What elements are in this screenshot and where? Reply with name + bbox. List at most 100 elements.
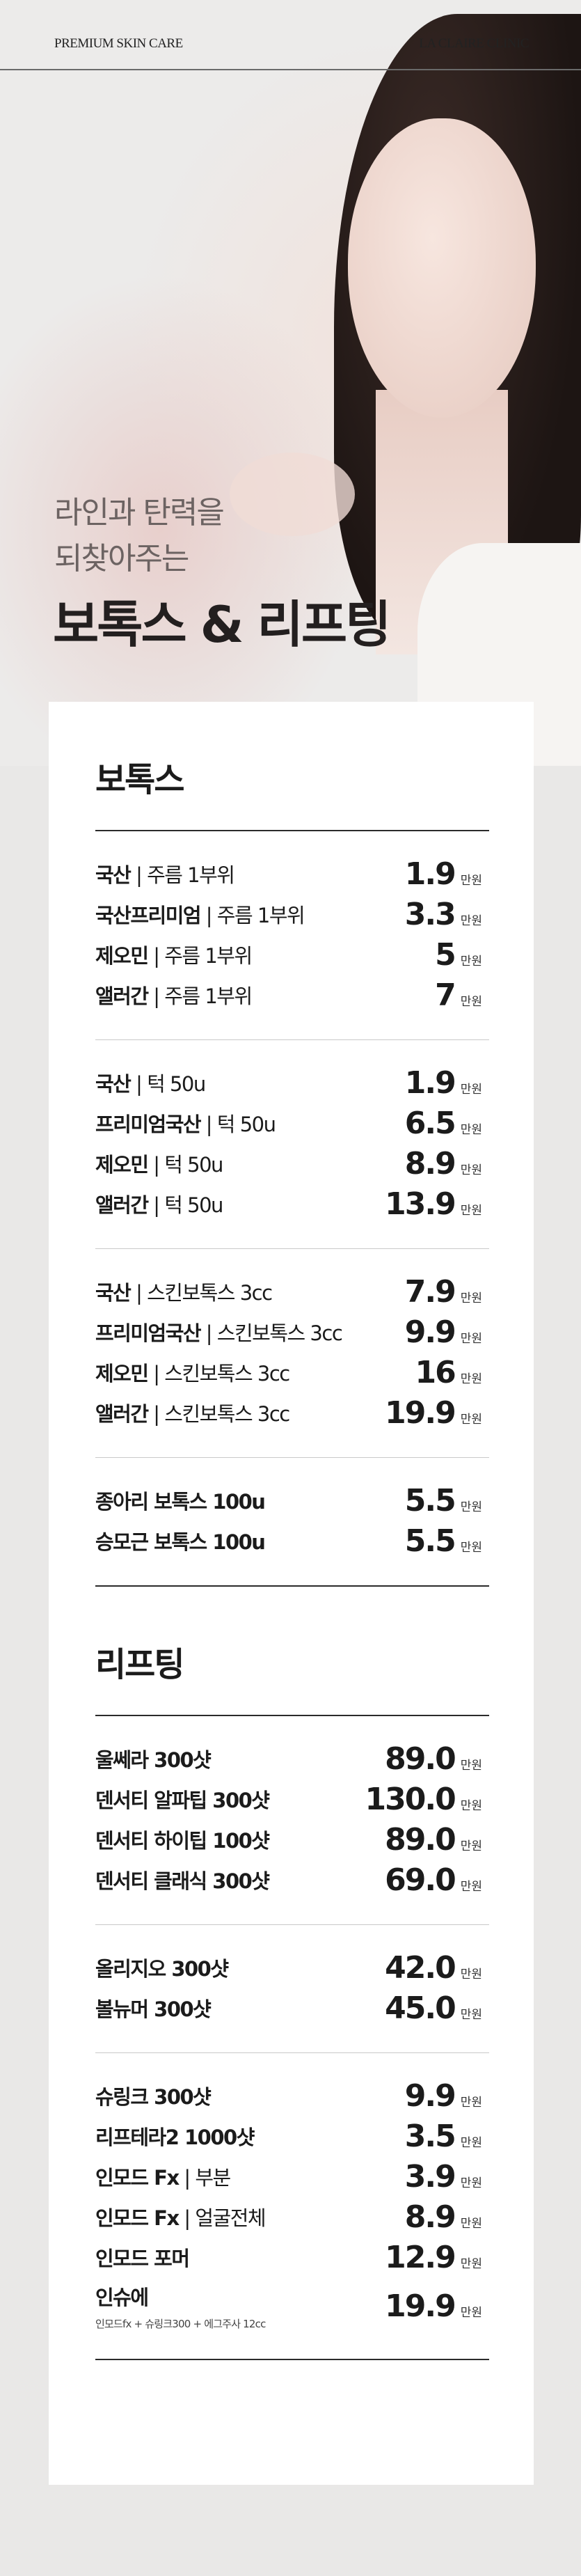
price-value: 19.9 bbox=[385, 2288, 456, 2324]
treatment-name: 국산 | 주름 1부위 bbox=[95, 859, 235, 888]
treatment-name: 승모근 보톡스 100u bbox=[95, 1526, 266, 1555]
price: 13.9 만원 bbox=[385, 1186, 482, 1222]
price-row: 제오민 | 턱 50u 8.9 만원 bbox=[95, 1143, 489, 1184]
price: 16 만원 bbox=[415, 1355, 482, 1390]
price: 89.0 만원 bbox=[385, 1741, 482, 1777]
treatment-name: 올리지오 300샷 bbox=[95, 1953, 229, 1982]
price-row: 종아리 보톡스 100u 5.5 만원 bbox=[95, 1480, 489, 1521]
price-value: 5.5 bbox=[404, 1523, 456, 1559]
price-unit: 만원 bbox=[460, 1203, 482, 1218]
price-value: 89.0 bbox=[385, 1741, 456, 1777]
price: 8.9 만원 bbox=[405, 1146, 482, 1181]
price-value: 130.0 bbox=[365, 1781, 456, 1817]
treatment-detail: | 스킨보톡스 3cc bbox=[148, 1402, 290, 1426]
price-value: 13.9 bbox=[385, 1186, 456, 1222]
treatment-brand: 슈링크 300샷 bbox=[95, 2085, 212, 2109]
treatment-name: 인모드 포머 bbox=[95, 2243, 190, 2272]
treatment-brand: 앨러간 bbox=[95, 1193, 149, 1217]
treatment-name: 국산프리미엄 | 주름 1부위 bbox=[95, 900, 305, 929]
treatment-brand: 제오민 bbox=[95, 1153, 149, 1177]
price-unit: 만원 bbox=[460, 1122, 482, 1137]
price-value: 42.0 bbox=[385, 1949, 456, 1986]
price-unit: 만원 bbox=[460, 1798, 482, 1813]
price-unit: 만원 bbox=[460, 913, 482, 928]
treatment-detail: | 부분 bbox=[178, 2166, 231, 2190]
treatment-name: 앨러간 | 스킨보톡스 3cc bbox=[95, 1398, 290, 1427]
price-value: 9.9 bbox=[404, 2078, 456, 2114]
treatment-name: 제오민 | 스킨보톡스 3cc bbox=[95, 1358, 290, 1387]
hero-subtitle-2: 되찾아주는 bbox=[54, 541, 189, 576]
treatment-name: 볼뉴머 300샷 bbox=[95, 1993, 212, 2023]
price: 3.9 만원 bbox=[405, 2159, 482, 2194]
price-row: 국산 | 턱 50u 1.9 만원 bbox=[95, 1062, 489, 1103]
price-unit: 만원 bbox=[460, 1540, 482, 1555]
price-row: 올리지오 300샷 42.0 만원 bbox=[95, 1947, 489, 1988]
clinic-name: LA CLAIRE CLINIC bbox=[419, 36, 529, 51]
section-title: 보톡스 bbox=[95, 760, 184, 799]
price-value: 6.5 bbox=[404, 1105, 456, 1141]
price-row: 인모드 Fx | 얼굴전체 8.9 만원 bbox=[95, 2197, 489, 2237]
price-row: 국산 | 주름 1부위 1.9 만원 bbox=[95, 854, 489, 894]
price-value: 7 bbox=[435, 977, 456, 1013]
treatment-brand: 울쎄라 300샷 bbox=[95, 1748, 212, 1772]
price-value: 8.9 bbox=[404, 1145, 456, 1181]
price-unit: 만원 bbox=[460, 954, 482, 968]
price-row: 인모드 Fx | 부분 3.9 만원 bbox=[95, 2156, 489, 2197]
treatment-name: 인모드 Fx | 부분 bbox=[95, 2162, 231, 2191]
treatment-brand: 제오민 bbox=[95, 1362, 149, 1385]
header-tagline: PREMIUM SKIN CARE bbox=[54, 36, 183, 51]
treatment-detail: | 주름 1부위 bbox=[148, 984, 253, 1008]
price-value: 7.9 bbox=[404, 1273, 456, 1310]
price-row: 제오민 | 스킨보톡스 3cc 16 만원 bbox=[95, 1352, 489, 1392]
price: 19.9 만원 bbox=[385, 1395, 482, 1431]
price-group: 국산 | 주름 1부위 1.9 만원 국산프리미엄 | 주름 1부위 3.3 만원 제오민 … bbox=[95, 831, 489, 1040]
price: 9.9 만원 bbox=[405, 1314, 482, 1350]
price-value: 45.0 bbox=[385, 1990, 456, 2026]
price-group: 종아리 보톡스 100u 5.5 만원 승모근 보톡스 100u 5.5 만원 bbox=[95, 1458, 489, 1587]
treatment-brand: 프리미엄국산 bbox=[95, 1113, 202, 1136]
price-value: 69.0 bbox=[385, 1862, 456, 1898]
price-unit: 만원 bbox=[460, 1967, 482, 1981]
treatment-detail: | 턱 50u bbox=[148, 1193, 223, 1217]
price-card: 보톡스 국산 | 주름 1부위 1.9 만원 국산프리미엄 | 주름 1부위 3.3 만원 제… bbox=[49, 702, 534, 2485]
price-value: 12.9 bbox=[385, 2239, 456, 2275]
treatment-name: 종아리 보톡스 100u bbox=[95, 1486, 266, 1515]
price: 5.5 만원 bbox=[405, 1483, 482, 1518]
treatment-brand: 올리지오 300샷 bbox=[95, 1957, 229, 1981]
treatment-name: 슈링크 300샷 bbox=[95, 2081, 212, 2110]
price-value: 8.9 bbox=[404, 2199, 456, 2235]
price-value: 5.5 bbox=[404, 1482, 456, 1518]
price-value: 1.9 bbox=[404, 1065, 456, 1101]
price-unit: 만원 bbox=[460, 994, 482, 1009]
price-row: 볼뉴머 300샷 45.0 만원 bbox=[95, 1988, 489, 2028]
price-row: 국산 | 스킨보톡스 3cc 7.9 만원 bbox=[95, 1271, 489, 1312]
price-unit: 만원 bbox=[460, 1372, 482, 1386]
header-divider bbox=[0, 69, 581, 70]
treatment-brand: 덴서티 하이팁 100샷 bbox=[95, 1829, 270, 1853]
treatment-name: 제오민 | 턱 50u bbox=[95, 1149, 223, 1178]
treatment-detail: | 턱 50u bbox=[200, 1113, 276, 1136]
price-row: 슈링크 300샷 9.9 만원 bbox=[95, 2075, 489, 2116]
price-unit: 만원 bbox=[460, 873, 482, 888]
price-group: 국산 | 턱 50u 1.9 만원 프리미엄국산 | 턱 50u 6.5 만원 제오민 | … bbox=[95, 1040, 489, 1249]
price-value: 19.9 bbox=[385, 1395, 456, 1431]
treatment-detail: | 턱 50u bbox=[148, 1153, 223, 1177]
price-row: 제오민 | 주름 1부위 5 만원 bbox=[95, 934, 489, 975]
price-row: 덴서티 클래식 300샷 69.0 만원 bbox=[95, 1860, 489, 1900]
treatment-name: 프리미엄국산 | 스킨보톡스 3cc bbox=[95, 1317, 343, 1346]
price-row: 인모드 포머 12.9 만원 bbox=[95, 2237, 489, 2277]
price-unit: 만원 bbox=[460, 2135, 482, 2150]
section-lifting: 리프팅 울쎄라 300샷 89.0 만원 덴서티 알파팁 300샷 130.0 만원 덴서티 … bbox=[95, 1587, 489, 2360]
price: 130.0 만원 bbox=[365, 1782, 482, 1817]
price: 42.0 만원 bbox=[385, 1950, 482, 1986]
price-unit: 만원 bbox=[460, 1331, 482, 1346]
treatment-brand: 덴서티 알파팁 300샷 bbox=[95, 1789, 270, 1812]
section-divider bbox=[95, 1715, 489, 1716]
price: 9.9 만원 bbox=[405, 2078, 482, 2114]
treatment-name: 리프테라2 1000샷 bbox=[95, 2121, 255, 2151]
price-row: 앨러간 | 스킨보톡스 3cc 19.9 만원 bbox=[95, 1392, 489, 1433]
price-row: 앨러간 | 턱 50u 13.9 만원 bbox=[95, 1184, 489, 1224]
treatment-name: 인슈에 인모드fx + 슈링크300 + 에그주사 12cc bbox=[95, 2282, 266, 2331]
